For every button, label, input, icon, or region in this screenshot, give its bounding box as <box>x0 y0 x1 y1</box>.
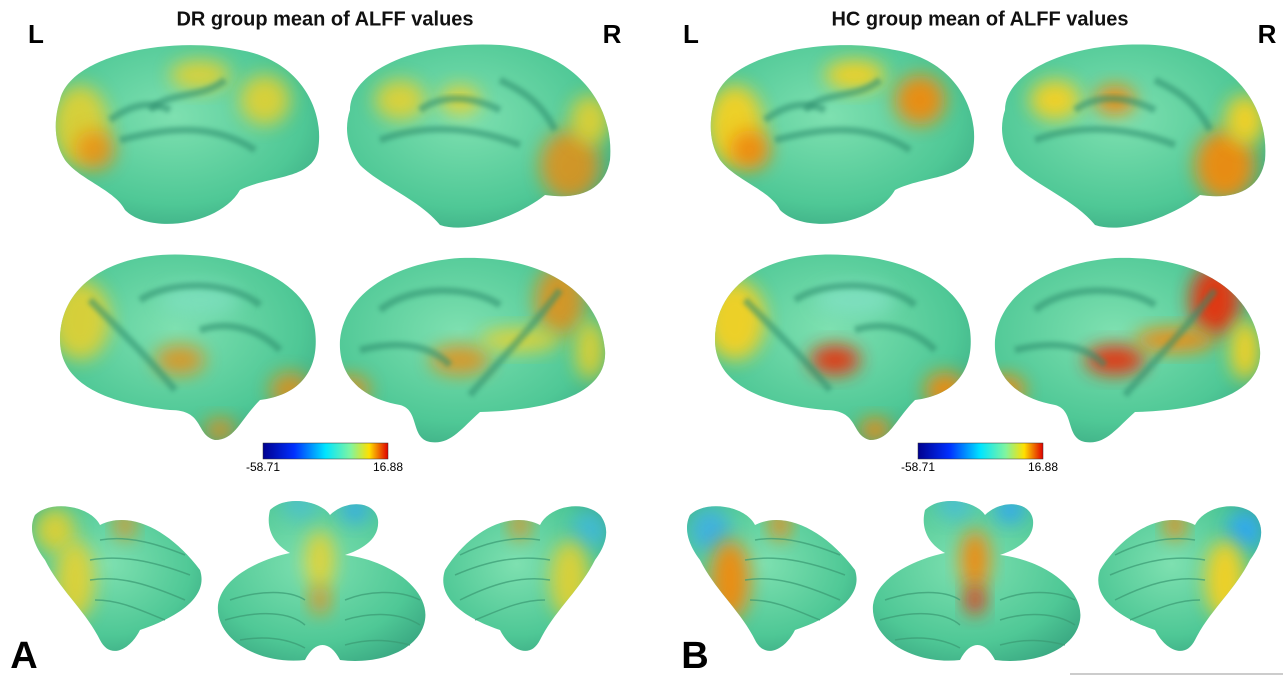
hemisphere-label: R <box>603 19 622 49</box>
hotspot <box>75 130 115 170</box>
colorbar-min: -58.71 <box>901 460 935 474</box>
hotspot <box>860 418 890 442</box>
hotspot <box>115 510 135 540</box>
hotspot <box>535 265 585 335</box>
hotspot <box>705 280 765 360</box>
panel-title: DR group mean of ALFF values <box>176 8 473 30</box>
panel-title: HC group mean of ALFF values <box>831 8 1128 30</box>
hotspot <box>240 75 290 125</box>
hotspot <box>937 490 973 520</box>
hemisphere-label: R <box>1258 19 1277 49</box>
hotspot <box>960 530 990 590</box>
hotspot <box>310 585 330 615</box>
hotspot <box>375 80 425 120</box>
hotspot <box>205 418 235 442</box>
hotspot <box>770 510 790 540</box>
hotspot <box>1225 95 1265 145</box>
hotspot <box>985 375 1025 405</box>
hotspot <box>50 280 110 360</box>
hotspot <box>270 372 310 408</box>
hotspot <box>55 540 95 620</box>
hotspot <box>995 496 1025 524</box>
panel: DR group mean of ALFF values L R -58.71 16.8… <box>10 8 621 677</box>
hemisphere-label: L <box>683 19 699 49</box>
hotspot <box>1230 320 1260 380</box>
hotspot <box>895 75 945 125</box>
hotspot <box>340 496 370 524</box>
hotspot <box>570 95 610 145</box>
hotspot <box>1205 540 1245 620</box>
colorbar-max: 16.88 <box>373 460 403 474</box>
hotspot <box>925 372 965 408</box>
hotspot <box>550 540 590 620</box>
hotspot <box>730 130 770 170</box>
panel: HC group mean of ALFF values L R -58.71 16.8… <box>681 8 1276 677</box>
hemisphere-label: L <box>28 19 44 49</box>
hotspot <box>282 490 318 520</box>
hotspot <box>330 375 370 405</box>
panel-label: B <box>681 635 708 677</box>
hotspot <box>305 530 335 590</box>
figure: DR group mean of ALFF values L R -58.71 16.8… <box>0 0 1283 677</box>
hotspot <box>965 585 985 615</box>
hotspot <box>710 540 750 620</box>
colorbar <box>263 443 388 459</box>
colorbar <box>918 443 1043 459</box>
panel-label: A <box>10 635 37 677</box>
hotspot <box>1190 265 1240 335</box>
colorbar-max: 16.88 <box>1028 460 1058 474</box>
hotspot <box>510 510 530 540</box>
hotspot <box>1165 510 1185 540</box>
hotspot <box>575 320 605 380</box>
hotspot <box>1030 80 1080 120</box>
colorbar-min: -58.71 <box>246 460 280 474</box>
